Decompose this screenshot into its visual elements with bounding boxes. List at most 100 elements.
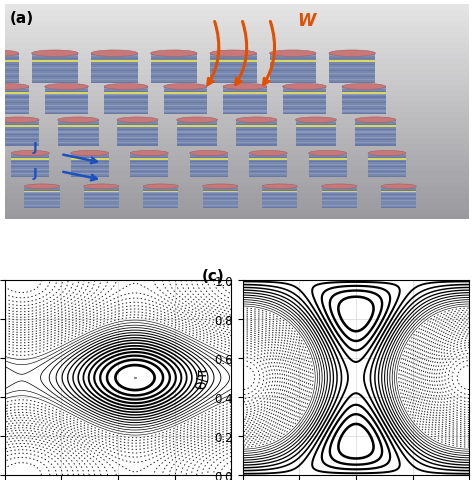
Point [239, 471, 246, 479]
Polygon shape [309, 174, 346, 175]
Polygon shape [45, 103, 88, 104]
Polygon shape [368, 176, 406, 177]
Polygon shape [151, 71, 197, 72]
Polygon shape [202, 192, 238, 193]
Point [239, 471, 246, 479]
Bar [5, 74, 469, 80]
Polygon shape [104, 108, 148, 109]
Polygon shape [295, 120, 337, 146]
Polygon shape [117, 145, 158, 146]
Point [1, 471, 9, 479]
Point [239, 471, 246, 479]
Point [239, 471, 246, 479]
Bar [5, 85, 469, 91]
Polygon shape [143, 187, 179, 208]
Bar [5, 208, 469, 214]
Polygon shape [0, 122, 39, 123]
Polygon shape [321, 203, 357, 204]
Polygon shape [190, 157, 228, 158]
Polygon shape [0, 143, 39, 144]
Point [239, 471, 246, 479]
Point [239, 471, 246, 479]
Polygon shape [164, 87, 207, 115]
Polygon shape [190, 160, 228, 161]
Polygon shape [32, 71, 78, 72]
Polygon shape [0, 87, 29, 115]
Polygon shape [355, 140, 396, 141]
Polygon shape [151, 68, 197, 69]
Polygon shape [164, 89, 207, 90]
Polygon shape [130, 167, 168, 168]
Polygon shape [117, 122, 158, 123]
Ellipse shape [32, 51, 78, 57]
Ellipse shape [342, 84, 386, 90]
Point [1, 471, 9, 479]
Polygon shape [0, 135, 39, 136]
Polygon shape [84, 192, 119, 193]
Polygon shape [381, 194, 416, 195]
Polygon shape [58, 143, 99, 144]
Polygon shape [355, 122, 396, 123]
Point [1, 471, 9, 479]
Polygon shape [71, 159, 109, 160]
Ellipse shape [190, 151, 228, 156]
Polygon shape [381, 192, 416, 193]
Polygon shape [381, 205, 416, 206]
Polygon shape [249, 171, 287, 173]
Bar [5, 64, 469, 69]
Point [1, 471, 9, 479]
Point [239, 471, 246, 479]
Polygon shape [11, 171, 49, 173]
Point [1, 471, 9, 479]
Polygon shape [117, 140, 158, 141]
Polygon shape [355, 130, 396, 131]
Polygon shape [0, 137, 39, 139]
Point [239, 471, 246, 479]
Polygon shape [130, 174, 168, 175]
Polygon shape [143, 205, 179, 206]
Polygon shape [32, 68, 78, 69]
Polygon shape [164, 106, 207, 107]
Ellipse shape [130, 151, 168, 156]
Polygon shape [11, 167, 49, 168]
Polygon shape [236, 145, 277, 146]
Polygon shape [91, 56, 137, 57]
Point [1, 471, 9, 479]
Ellipse shape [164, 84, 207, 90]
Polygon shape [309, 154, 346, 177]
Polygon shape [117, 124, 158, 126]
Polygon shape [130, 165, 168, 166]
Point [1, 471, 9, 479]
Bar [5, 176, 469, 181]
Polygon shape [295, 137, 337, 139]
Polygon shape [295, 126, 337, 128]
Polygon shape [223, 103, 267, 104]
Point [1, 471, 9, 479]
Polygon shape [270, 60, 316, 62]
Polygon shape [164, 111, 207, 112]
Point [239, 471, 246, 479]
Polygon shape [177, 130, 218, 131]
Polygon shape [190, 155, 228, 156]
Polygon shape [355, 127, 396, 128]
Bar [5, 155, 469, 160]
Polygon shape [32, 60, 78, 62]
Polygon shape [262, 188, 297, 189]
Polygon shape [24, 207, 60, 208]
Polygon shape [368, 159, 406, 160]
Polygon shape [223, 108, 267, 109]
Polygon shape [130, 162, 168, 163]
Polygon shape [143, 201, 179, 202]
Polygon shape [249, 174, 287, 175]
Polygon shape [249, 157, 287, 158]
Text: W: W [297, 12, 316, 30]
Polygon shape [321, 199, 357, 200]
Polygon shape [177, 145, 218, 146]
Polygon shape [0, 80, 18, 81]
Polygon shape [283, 92, 326, 93]
Polygon shape [355, 137, 396, 139]
Polygon shape [24, 188, 60, 189]
Polygon shape [143, 203, 179, 204]
Polygon shape [0, 62, 18, 63]
Polygon shape [270, 80, 316, 81]
